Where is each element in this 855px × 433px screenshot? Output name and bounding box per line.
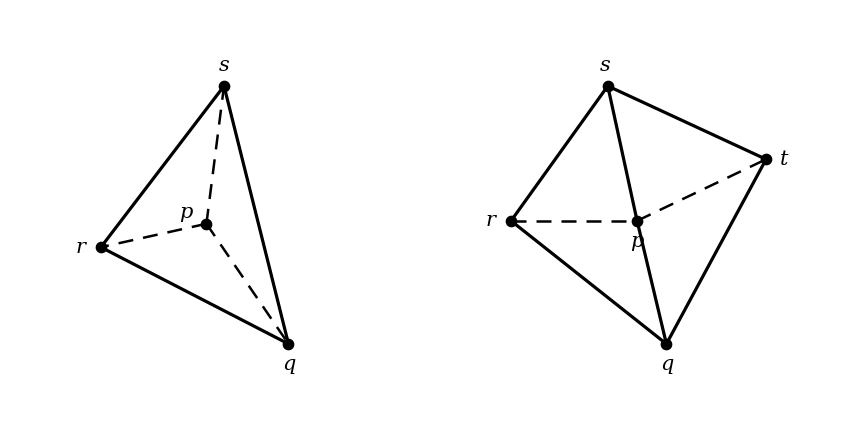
Text: r: r [75, 238, 86, 257]
Point [504, 217, 518, 224]
Point [630, 217, 644, 224]
Text: p: p [630, 232, 644, 251]
Text: q: q [660, 355, 673, 374]
Text: p: p [180, 203, 192, 222]
Point [759, 156, 773, 163]
Text: s: s [599, 56, 610, 75]
Point [659, 340, 673, 347]
Point [217, 83, 231, 90]
Text: q: q [282, 355, 295, 374]
Point [601, 83, 615, 90]
Text: r: r [486, 211, 496, 230]
Text: s: s [219, 56, 229, 75]
Point [94, 244, 108, 251]
Point [281, 340, 295, 347]
Point [199, 220, 213, 227]
Text: t: t [780, 150, 787, 169]
